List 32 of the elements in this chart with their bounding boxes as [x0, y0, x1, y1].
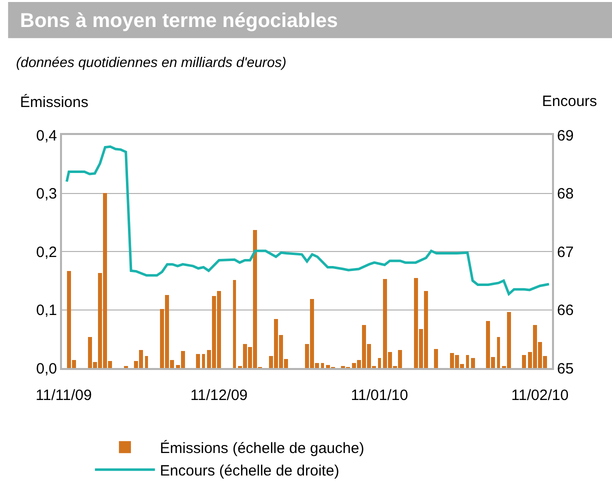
- x-tick-label: 11/01/10: [350, 387, 408, 404]
- y-tick-label: 0,4: [36, 127, 57, 144]
- bar: [196, 354, 200, 368]
- x-tick-label: 11/12/09: [190, 387, 248, 404]
- bar: [466, 355, 469, 368]
- bar: [522, 355, 526, 368]
- y2-axis-title: Encours: [542, 93, 598, 110]
- legend-label: Encours (échelle de droite): [160, 462, 340, 480]
- x-tick-label: 11/11/09: [36, 387, 92, 404]
- y2-tick-label: 67: [557, 244, 574, 261]
- y2-tick-label: 66: [557, 302, 574, 319]
- y-tick-label: 0,2: [36, 244, 57, 261]
- bar: [321, 363, 324, 368]
- bar: [145, 356, 148, 368]
- bar: [471, 358, 475, 368]
- y2-tick-label: 69: [557, 127, 574, 144]
- y-axis-title: Émissions: [20, 93, 88, 111]
- y2-tick-label: 65: [557, 360, 574, 378]
- x-tick-label: 11/02/10: [511, 387, 569, 404]
- y-tick-label: 0,0: [36, 360, 57, 378]
- bar: [202, 354, 205, 368]
- chart-title: Bons à moyen terme négociables: [20, 10, 338, 32]
- chart-subtitle: (données quotidiennes en milliards d'euros): [16, 54, 286, 70]
- y2-tick-label: 68: [557, 186, 574, 202]
- bar: [434, 349, 438, 368]
- y-tick-label: 0,1: [36, 302, 57, 319]
- legend-label: Émissions (échelle de gauche): [160, 439, 364, 458]
- line-series: [65, 145, 550, 296]
- bar: [233, 280, 236, 368]
- y-tick-label: 0,3: [36, 186, 57, 202]
- bar: [378, 358, 381, 368]
- bar: [497, 337, 500, 368]
